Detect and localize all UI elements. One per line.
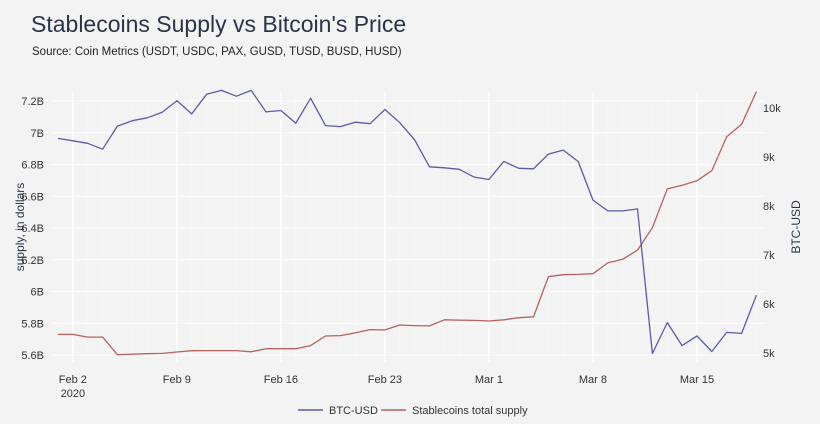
y-axis-right: 5k 6k 7k 8k 9k 10k — [763, 103, 781, 360]
x-tick-label: Feb 9 — [163, 374, 191, 386]
y2-tick-label: 10k — [763, 103, 781, 115]
x-tick-label: Mar 1 — [475, 374, 503, 386]
y2-tick-label: 8k — [763, 201, 775, 213]
y2-tick-label: 6k — [763, 299, 775, 311]
x-tick-label: Feb 23 — [368, 374, 402, 386]
legend-label-btc: BTC-USD — [329, 405, 378, 417]
y-tick-label: 6.2B — [21, 255, 44, 267]
y-tick-label: 6.8B — [21, 160, 44, 172]
y-tick-label: 5.6B — [21, 350, 44, 362]
x-tick-label: Feb 2 — [59, 374, 87, 386]
chart-subtitle: Source: Coin Metrics (USDT, USDC, PAX, G… — [32, 46, 402, 58]
x-axis: Feb 2 Feb 9 Feb 16 Feb 23 Mar 1 Mar 8 Mar 15 20… — [59, 374, 714, 400]
chart-title: Stablecoins Supply vs Bitcoin's Price — [31, 11, 407, 37]
y-axis-label: supply, in dollars — [13, 183, 27, 272]
y-tick-label: 7.2B — [21, 96, 44, 108]
y-axis-left: 5.6B 5.8B 6B 6.2B 6.4B 6.6B 6.8B 7B 7.2B — [21, 96, 44, 362]
x-tick-label: Mar 8 — [579, 374, 607, 386]
btc-usd-line — [57, 89, 758, 355]
x-tick-year: 2020 — [61, 388, 85, 400]
y-tick-label: 7B — [31, 128, 44, 140]
y-tick-label: 6.4B — [21, 223, 44, 235]
y-tick-label: 5.8B — [21, 318, 44, 330]
x-tick-label: Mar 15 — [680, 374, 714, 386]
legend: BTC-USD Stablecoins total supply — [298, 405, 528, 417]
legend-label-supply: Stablecoins total supply — [412, 405, 528, 417]
x-tick-label: Feb 16 — [264, 374, 298, 386]
series-lines — [57, 89, 758, 356]
y2-tick-label: 9k — [763, 152, 775, 164]
y2-axis-label: BTC-USD — [789, 200, 803, 254]
y-tick-label: 6.6B — [21, 191, 44, 203]
y2-tick-label: 5k — [763, 348, 775, 360]
y2-tick-label: 7k — [763, 250, 775, 262]
grid — [52, 92, 765, 362]
y-tick-label: 6B — [31, 287, 44, 299]
stablecoin-supply-line — [58, 91, 757, 356]
